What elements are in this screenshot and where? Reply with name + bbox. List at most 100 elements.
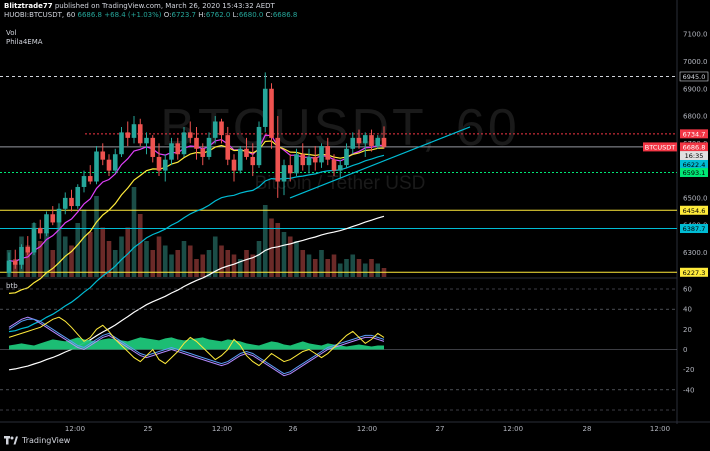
time-axis-label: 26 — [289, 425, 298, 433]
time-axis-label: 12:00 — [503, 425, 523, 433]
volume-bar — [225, 250, 231, 277]
osc-axis-label: -40 — [683, 386, 694, 394]
candle-body — [281, 165, 287, 182]
grid — [0, 0, 710, 424]
close-label: C: — [265, 11, 273, 19]
candle-body — [381, 137, 387, 147]
volume-bar — [219, 245, 224, 277]
price-tag-label: 6734.7 — [683, 130, 706, 138]
candle-body — [69, 197, 74, 207]
candle-body — [75, 186, 81, 207]
price-tag-label: 6454.6 — [683, 207, 706, 215]
candle-body — [362, 135, 368, 144]
candle-body — [225, 135, 231, 160]
candle-body — [169, 143, 174, 160]
candle-body — [62, 197, 68, 209]
price-axis-label: 6500.0 — [683, 194, 708, 202]
price-change: +68.4 (+1.03%) — [104, 11, 162, 19]
volume-bar — [275, 223, 281, 277]
candle-body — [350, 137, 356, 149]
candle-body — [287, 165, 293, 174]
volume-bar — [100, 227, 106, 277]
candle-body — [237, 148, 243, 171]
candle-body — [187, 132, 193, 138]
price-tag — [643, 142, 677, 152]
price-tag — [680, 142, 708, 152]
tradingview-logo-icon[interactable] — [4, 436, 18, 445]
candle-body — [356, 137, 362, 144]
candle-body — [256, 126, 262, 166]
volume-bar — [37, 241, 43, 277]
volume-bar — [237, 259, 243, 277]
candle-body — [112, 154, 118, 171]
candle-body — [206, 137, 212, 157]
price-tag-label: 6227.3 — [683, 269, 706, 277]
low-label: L: — [232, 11, 239, 19]
osc-line — [8, 316, 385, 367]
volume-bar — [144, 241, 149, 277]
candle-body — [87, 176, 93, 182]
volume-bar — [331, 254, 337, 277]
candle-body — [344, 148, 349, 166]
candle-body — [119, 132, 124, 155]
volume-bar — [119, 236, 124, 277]
volume-bar — [44, 232, 49, 277]
price-tag — [680, 167, 708, 177]
candle-body — [306, 156, 312, 166]
time-axis-label: 25 — [144, 425, 153, 433]
ema-line — [8, 154, 385, 333]
price-tag — [680, 267, 708, 277]
volume-bar — [69, 245, 74, 277]
candle-body — [144, 137, 149, 144]
volume-bar — [200, 254, 206, 277]
time-axis-label: 12:00 — [650, 425, 670, 433]
candle-body — [137, 124, 143, 144]
osc-axis-label: 0 — [683, 346, 687, 354]
volume-bar — [81, 209, 87, 277]
osc-line — [8, 318, 385, 375]
osc-axis-label: 20 — [683, 326, 692, 334]
volume-bar — [56, 214, 62, 277]
candle-body — [150, 137, 156, 157]
price-tag — [679, 71, 709, 82]
volume-bar — [181, 241, 187, 277]
candle-body — [131, 124, 137, 138]
volume-bar — [306, 254, 312, 277]
candle-body — [212, 121, 218, 138]
candle-body — [375, 137, 381, 147]
level-lines — [0, 75, 677, 273]
symbol-label[interactable]: HUOBI:BTCUSDT, 60 — [4, 11, 76, 19]
price-axis-label: 6800.0 — [683, 113, 708, 121]
osc-area — [9, 337, 384, 350]
indicator-lower[interactable]: btb — [6, 282, 18, 290]
time-axis-label: 12:00 — [357, 425, 377, 433]
osc-axis-label: 60 — [683, 286, 692, 294]
last-price: 6686.8 — [77, 11, 103, 19]
time-axis[interactable]: 12:00 25 12:00 26 12:00 27 12:00 28 12:00 — [65, 425, 670, 433]
author[interactable]: Blitztrade77 — [4, 2, 53, 10]
indicator-vol[interactable]: Vol — [6, 29, 17, 37]
oscillator-axis[interactable]: 60 40 20 0 -20 -40 — [683, 286, 694, 395]
footer-brand[interactable]: TradingView — [22, 436, 71, 445]
volume-bar — [244, 250, 249, 277]
candle-body — [269, 88, 274, 138]
volume-bar — [250, 254, 256, 277]
candle-body — [312, 156, 318, 163]
high-label: H: — [198, 11, 206, 19]
candle-body — [319, 146, 324, 163]
candle-body — [156, 156, 162, 171]
volume-bar — [137, 214, 143, 277]
indicator-ema[interactable]: Phila4EMA — [6, 38, 43, 46]
volume-bar — [175, 250, 181, 277]
volume-bar — [337, 263, 343, 277]
candle-body — [262, 88, 268, 127]
candle-body — [294, 154, 299, 174]
volume-bar — [262, 205, 268, 277]
candle-body — [219, 121, 224, 136]
volume-bar — [312, 259, 318, 277]
volume-bar — [212, 236, 218, 277]
price-tag-label: BTCUSDT — [645, 143, 675, 151]
osc-line — [8, 316, 385, 377]
price-tag-label: 6387.7 — [683, 225, 706, 233]
